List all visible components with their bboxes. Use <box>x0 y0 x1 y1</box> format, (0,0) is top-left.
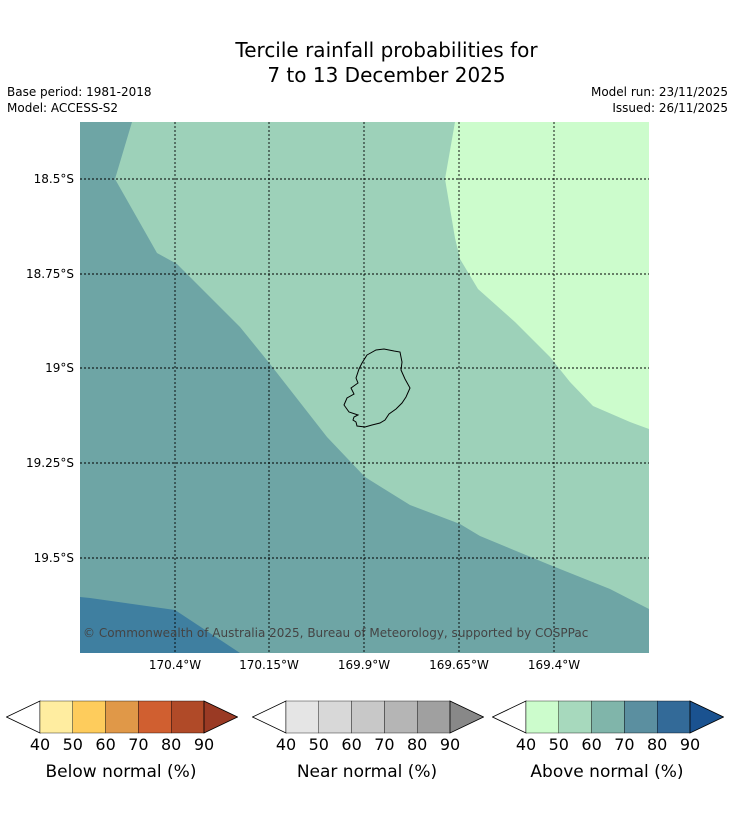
colorbar-segment <box>525 700 559 734</box>
colorbar-tick-label: 50 <box>62 735 83 754</box>
colorbar-segment <box>656 700 691 734</box>
colorbar-label-above: Above normal (%) <box>530 762 684 782</box>
colorbar-tick-label: 50 <box>548 735 569 754</box>
colorbar-over-triangle <box>449 700 485 734</box>
colorbar-segment <box>170 700 205 734</box>
colorbar-tick-label: 40 <box>275 735 297 754</box>
colorbar-tick-label: 60 <box>341 735 362 754</box>
colorbar-tick-label: 70 <box>614 735 635 754</box>
colorbar-segment <box>285 700 319 734</box>
meta-left: Base period: 1981-2018 Model: ACCESS-S2 <box>7 84 152 116</box>
copyright-text: © Commonwealth of Australia 2025, Bureau… <box>83 626 589 640</box>
model-run-text: Model run: 23/11/2025 <box>590 85 728 99</box>
colorbar-tick-label: 60 <box>581 735 602 754</box>
lon-label-169-4: 169.4°W <box>527 658 581 672</box>
colorbar-segment <box>624 700 658 734</box>
colorbar-under-triangle <box>251 700 287 734</box>
colorbar-tick-label: 70 <box>128 735 149 754</box>
issued-text: Issued: 26/11/2025 <box>612 101 728 115</box>
lon-label-169-9: 169.9°W <box>337 658 391 672</box>
colorbar-near-normal: 40 50 60 70 80 90 <box>251 700 485 754</box>
colorbar-segment <box>591 700 625 734</box>
model-text: Model: ACCESS-S2 <box>7 101 119 115</box>
colorbar-segment <box>138 700 172 734</box>
colorbar-segment <box>384 700 418 734</box>
colorbar-above-normal: 40 50 60 70 80 90 <box>491 700 725 754</box>
colorbar-tick-label: 80 <box>647 735 668 754</box>
colorbar-segment <box>72 700 106 734</box>
colorbar-tick-label: 40 <box>515 735 537 754</box>
colorbar-svg <box>491 700 725 734</box>
lat-label-19: 19°S <box>45 361 74 375</box>
colorbar-svg <box>5 700 239 734</box>
zone-above-40 <box>445 122 649 429</box>
colorbar-over-triangle <box>689 700 725 734</box>
map-title: Tercile rainfall probabilities for 7 to … <box>0 38 736 88</box>
graticule <box>80 122 649 653</box>
colorbar-over-triangle <box>203 700 239 734</box>
base-period-text: Base period: 1981-2018 <box>7 85 152 99</box>
colorbar-tick-label: 90 <box>193 735 215 754</box>
lat-label-18-5: 18.5°S <box>33 172 74 186</box>
colorbar-segment <box>351 700 385 734</box>
colorbar-under-triangle <box>5 700 41 734</box>
colorbar-segment <box>416 700 451 734</box>
colorbar-tick-label: 80 <box>161 735 182 754</box>
meta-right: Model run: 23/11/2025 Issued: 26/11/2025 <box>591 84 728 116</box>
colorbar-tick-label: 50 <box>308 735 329 754</box>
lat-label-19-5: 19.5°S <box>33 551 74 565</box>
colorbar-segment <box>318 700 352 734</box>
lat-label-18-75: 18.75°S <box>26 267 74 281</box>
colorbar-label-near: Near normal (%) <box>296 762 438 782</box>
colorbar-tick-label: 60 <box>95 735 116 754</box>
colorbar-tick-label: 90 <box>679 735 701 754</box>
map-svg <box>80 122 649 653</box>
colorbar-segment <box>39 700 73 734</box>
colorbar-segment <box>558 700 592 734</box>
colorbar-tick-label: 70 <box>374 735 395 754</box>
colorbar-under-triangle <box>491 700 527 734</box>
colorbar-label-below: Below normal (%) <box>45 762 197 782</box>
lon-label-170-15: 170.15°W <box>239 658 299 672</box>
niue-island-outline <box>343 348 411 428</box>
lon-label-169-65: 169.65°W <box>429 658 489 672</box>
colorbar-tick-label: 40 <box>29 735 51 754</box>
title-line-2: 7 to 13 December 2025 <box>267 63 506 87</box>
lon-label-170-4: 170.4°W <box>148 658 202 672</box>
colorbar-tick-label: 80 <box>407 735 428 754</box>
lat-label-19-25: 19.25°S <box>26 456 74 470</box>
colorbar-tick-label: 90 <box>439 735 461 754</box>
colorbar-svg <box>251 700 485 734</box>
map-panel[interactable]: © Commonwealth of Australia 2025, Bureau… <box>80 122 649 653</box>
zone-above-70 <box>80 597 240 653</box>
title-line-1: Tercile rainfall probabilities for <box>235 38 538 62</box>
colorbar-below-normal: 40 50 60 70 80 90 <box>5 700 239 754</box>
colorbar-segment <box>105 700 139 734</box>
